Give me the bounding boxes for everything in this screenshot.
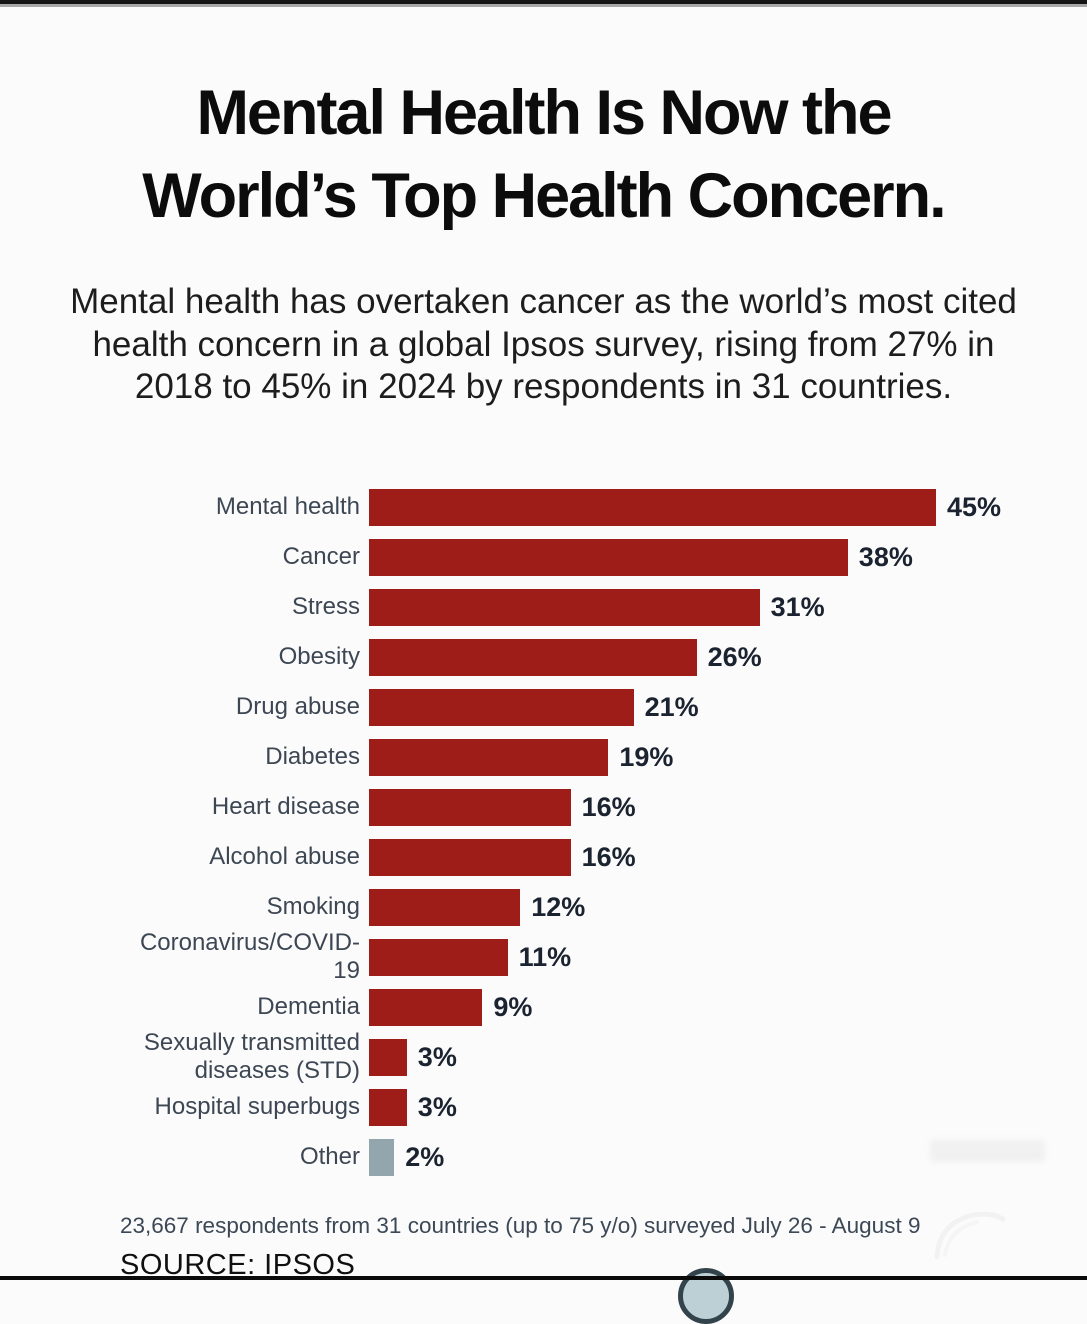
- bar-row: Obesity 26%: [120, 632, 1020, 682]
- subtitle: Mental health has overtaken cancer as th…: [70, 282, 1017, 407]
- category-label: Diabetes: [265, 743, 360, 771]
- bar-row: Dementia 9%: [120, 982, 1020, 1032]
- page-title: Mental Health Is Now the World’s Top Heal…: [0, 72, 1087, 238]
- category-label: Mental health: [215, 493, 360, 521]
- category-label: Sexually transmitted diseases (STD): [143, 1029, 360, 1084]
- category-label: Stress: [291, 593, 360, 621]
- bar-row: Sexually transmitted diseases (STD) 3%: [120, 1029, 1020, 1084]
- value-label: 9%: [493, 991, 533, 1022]
- value-label: 21%: [644, 691, 699, 722]
- bar: [369, 488, 936, 526]
- faint-watermark-arc: [934, 1211, 1006, 1260]
- value-label: 3%: [417, 1041, 457, 1072]
- bar: [369, 1138, 395, 1176]
- value-label: 26%: [707, 641, 762, 672]
- category-label: Alcohol abuse: [209, 843, 360, 871]
- bar-row: Smoking 12%: [120, 882, 1020, 932]
- footnote: 23,667 respondents from 31 countries (up…: [120, 1213, 921, 1238]
- bar: [369, 938, 508, 976]
- bar-row: Stress 31%: [120, 582, 1020, 632]
- value-label: 31%: [770, 591, 825, 622]
- bar: [369, 1088, 407, 1126]
- value-label: 16%: [581, 841, 636, 872]
- bar-row: Heart disease 16%: [120, 782, 1020, 832]
- value-label: 12%: [531, 891, 586, 922]
- bar-row: Other 2%: [120, 1132, 1020, 1182]
- title-line-2: World’s Top Health Concern.: [142, 161, 946, 232]
- bar: [369, 1038, 407, 1076]
- top-border-black: [0, 0, 1087, 4]
- bar: [369, 838, 571, 876]
- category-label: Heart disease: [211, 793, 360, 821]
- value-label: 2%: [405, 1141, 445, 1172]
- bar-row: Drug abuse 21%: [120, 682, 1020, 732]
- value-label: 11%: [518, 941, 572, 972]
- value-label: 16%: [581, 791, 636, 822]
- title-line-1: Mental Health Is Now the: [196, 78, 892, 148]
- bar-row: Diabetes 19%: [120, 732, 1020, 782]
- bottom-border-black: [0, 1276, 1087, 1280]
- source-line: SOURCE: IPSOS: [120, 1249, 356, 1281]
- bar: [369, 788, 571, 826]
- bar-row: Alcohol abuse 16%: [120, 832, 1020, 882]
- value-label: 3%: [417, 1091, 457, 1122]
- bar: [369, 988, 483, 1026]
- top-border-gray: [0, 4, 1087, 7]
- category-label: Other: [299, 1143, 360, 1171]
- bar: [369, 738, 609, 776]
- faint-watermark-text: [930, 1140, 1045, 1162]
- category-label: Obesity: [278, 643, 360, 671]
- bar: [369, 588, 760, 626]
- value-label: 19%: [619, 741, 674, 772]
- category-label: Dementia: [257, 993, 360, 1021]
- bar-row: Coronavirus/COVID-19 11%: [120, 929, 1020, 984]
- value-label: 45%: [947, 491, 1002, 522]
- bar-row: Hospital superbugs 3%: [120, 1082, 1020, 1132]
- bar: [369, 688, 634, 726]
- bar-row: Cancer 38%: [120, 532, 1020, 582]
- category-label: Drug abuse: [235, 693, 360, 721]
- category-label: Smoking: [266, 893, 360, 921]
- bar-row: Mental health 45%: [120, 482, 1020, 532]
- category-label: Hospital superbugs: [154, 1093, 360, 1121]
- bar: [369, 538, 848, 576]
- category-label: Cancer: [282, 543, 360, 571]
- bar: [369, 888, 521, 926]
- value-label: 38%: [858, 541, 913, 572]
- category-label: Coronavirus/COVID-19: [139, 929, 360, 984]
- bar-chart: Mental health 45% Cancer 38% Stress 31% Obesit…: [120, 482, 1020, 1182]
- bar: [369, 638, 697, 676]
